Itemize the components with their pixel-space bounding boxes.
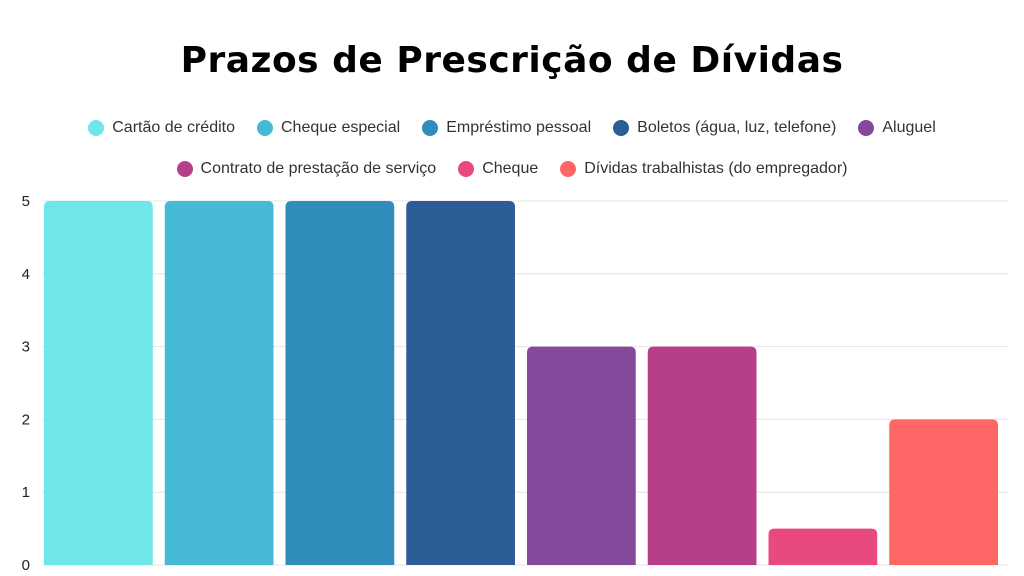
legend-label: Contrato de prestação de serviço [200,160,437,177]
y-tick-label: 0 [22,557,30,574]
legend-item-contrato-de-prestacao-de-servico[interactable]: Contrato de prestação de serviço [176,160,437,178]
legend-item-emprestimo-pessoal[interactable]: Empréstimo pessoal [422,119,591,137]
y-tick-label: 4 [22,266,30,283]
legend-label: Empréstimo pessoal [446,119,592,136]
legend-label: Dívidas trabalhistas (do empregador) [584,160,848,177]
y-tick-label: 3 [22,339,30,356]
y-tick-label: 5 [22,193,30,210]
legend-row-2: Contrato de prestação de serviço Cheque … [0,160,1024,178]
legend-swatch [176,161,193,177]
legend-swatch [458,161,475,177]
legend-item-aluguel[interactable]: Aluguel [858,119,936,137]
legend-label: Aluguel [882,119,936,136]
legend-item-boletos[interactable]: Boletos (água, luz, telefone) [613,119,836,137]
legend-label: Cheque especial [280,119,401,136]
legend-swatch [613,120,630,136]
legend-swatch [422,120,439,136]
bar[interactable] [406,201,515,565]
legend-label: Boletos (água, luz, telefone) [637,119,837,136]
legend-swatch [560,161,577,177]
legend-label: Cartão de crédito [112,119,235,136]
y-tick-label: 1 [22,484,30,501]
bar[interactable] [164,201,274,565]
bar[interactable] [527,346,636,565]
y-tick-label: 2 [22,411,30,428]
bar[interactable] [285,201,395,565]
legend-label: Cheque [482,160,539,177]
legend-item-cheque[interactable]: Cheque [458,160,538,178]
chart-title: Prazos de Prescrição de Dívidas [180,40,844,81]
legend-row-1: Cartão de crédito Cheque especial Emprés… [0,119,1024,137]
legend-swatch [256,120,273,136]
bar[interactable] [889,419,998,565]
bar[interactable] [647,346,757,565]
legend-swatch [858,120,875,136]
legend-swatch [88,120,105,136]
legend-item-cheque-especial[interactable]: Cheque especial [256,119,401,137]
bar[interactable] [768,528,878,565]
legend-item-cartao-de-credito[interactable]: Cartão de crédito [88,119,235,137]
bar[interactable] [44,201,153,565]
legend-item-dividas-trabalhistas[interactable]: Dívidas trabalhistas (do empregador) [560,160,847,178]
